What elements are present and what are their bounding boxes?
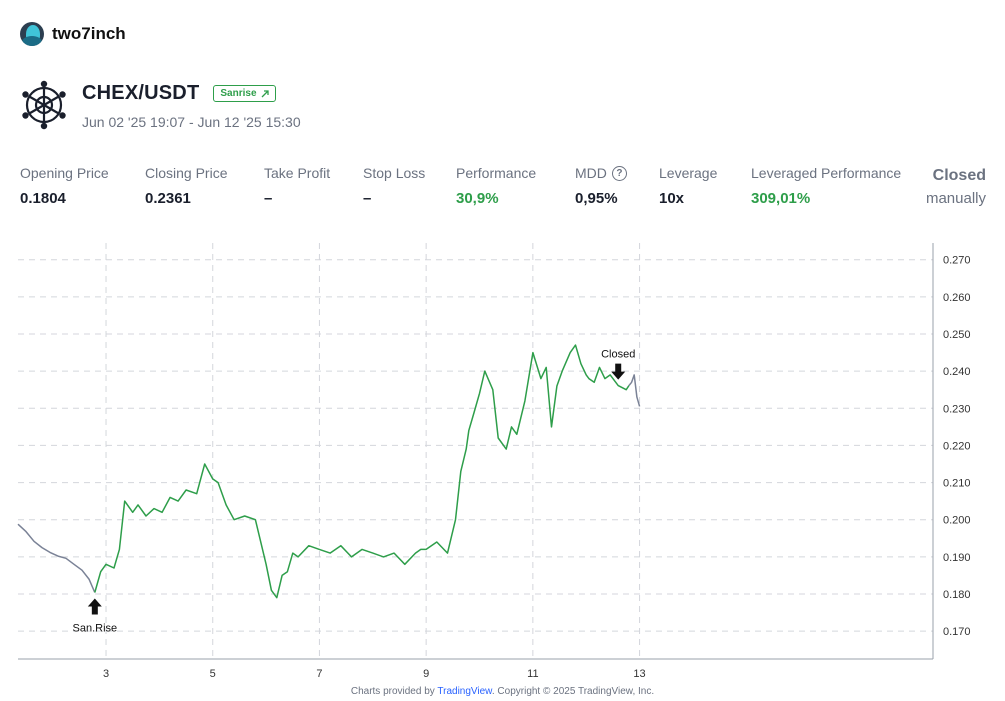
time-tick-label: 5 xyxy=(210,668,216,680)
time-axis-labels: 3 5 7 9 11 13 xyxy=(103,668,646,680)
trade-markers: San.Rise Closed xyxy=(73,349,636,635)
price-series xyxy=(17,344,641,599)
trade-status: Closed manually xyxy=(926,167,986,207)
close-marker-label: Closed xyxy=(601,349,635,361)
stat-leveraged-performance: Leveraged Performance 309,01% xyxy=(751,165,901,207)
stat-value: 0,95% xyxy=(575,190,618,207)
stat-leverage: Leverage 10x xyxy=(659,165,717,207)
stat-label: MDD xyxy=(575,165,607,181)
stat-value: 309,01% xyxy=(751,190,811,207)
stat-label: Closing Price xyxy=(145,165,228,181)
price-tick-label: 0.240 xyxy=(943,366,971,378)
status-title: Closed xyxy=(932,167,986,184)
stat-label-row: MDD ? xyxy=(575,165,627,181)
stat-value: 0.2361 xyxy=(145,190,191,207)
stat-performance: Performance 30,9% xyxy=(456,165,536,207)
brand[interactable]: two7inch xyxy=(20,22,126,46)
pair-header: CHEX/USDT Sanrise Jun 02 '25 19:07 - Jun… xyxy=(20,80,301,130)
time-tick-label: 7 xyxy=(316,668,322,680)
price-tick-label: 0.180 xyxy=(943,589,971,601)
stat-value: 10x xyxy=(659,190,685,207)
stat-label: Take Profit xyxy=(264,165,331,181)
time-tick-label: 9 xyxy=(423,668,429,680)
stat-value: 30,9% xyxy=(456,190,499,207)
price-tick-label: 0.250 xyxy=(943,329,971,341)
tradingview-link[interactable]: TradingView xyxy=(437,686,492,697)
stat-label: Leveraged Performance xyxy=(751,165,902,181)
chart-attribution: Charts provided by TradingView. Copyrigh… xyxy=(0,686,1005,697)
stat-value: – xyxy=(264,190,273,207)
price-axis-labels: 0.270 0.260 0.250 0.240 0.230 0.220 0.210 0.200… xyxy=(943,255,971,638)
stat-label: Leverage xyxy=(659,165,718,181)
price-tick-label: 0.190 xyxy=(943,552,971,564)
tag-label: Sanrise xyxy=(220,88,257,99)
stat-value: – xyxy=(363,190,372,207)
price-tick-label: 0.210 xyxy=(943,478,971,490)
series-line-after-close xyxy=(628,374,641,407)
sanrise-tag-link[interactable]: Sanrise xyxy=(213,85,276,102)
stat-stop-loss: Stop Loss – xyxy=(363,165,425,207)
series-line-before-entry xyxy=(17,523,96,593)
series-line-trade xyxy=(94,344,630,599)
entry-marker-label: San.Rise xyxy=(73,623,118,635)
stat-label: Stop Loss xyxy=(363,165,426,181)
stat-take-profit: Take Profit – xyxy=(264,165,330,207)
up-arrow-icon xyxy=(87,598,102,615)
time-tick-label: 3 xyxy=(103,668,109,680)
stat-mdd: MDD ? 0,95% xyxy=(575,165,627,207)
date-range: Jun 02 '25 19:07 - Jun 12 '25 15:30 xyxy=(82,114,301,130)
price-tick-label: 0.200 xyxy=(943,515,971,527)
status-subtitle: manually xyxy=(925,190,986,207)
attribution-prefix: Charts provided by xyxy=(350,686,438,697)
price-tick-label: 0.260 xyxy=(943,292,971,304)
time-tick-label: 13 xyxy=(633,668,645,680)
stat-closing-price: Closing Price 0.2361 xyxy=(145,165,227,207)
stat-label: Performance xyxy=(456,165,537,181)
chex-token-logo-icon xyxy=(22,80,66,130)
pair-title: CHEX/USDT xyxy=(82,82,200,104)
external-arrow-icon xyxy=(261,89,269,97)
brand-avatar-icon xyxy=(20,22,44,46)
price-tick-label: 0.220 xyxy=(943,440,971,452)
chart-grid xyxy=(18,243,933,659)
stats-row: Opening Price 0.1804 Closing Price 0.236… xyxy=(20,165,986,215)
price-tick-label: 0.270 xyxy=(943,255,971,267)
price-tick-label: 0.230 xyxy=(943,403,971,415)
attribution-suffix: . Copyright © 2025 TradingView, Inc. xyxy=(491,686,655,697)
price-tick-label: 0.170 xyxy=(943,626,971,638)
stat-label: Opening Price xyxy=(20,165,109,181)
down-arrow-icon xyxy=(611,363,626,380)
help-icon[interactable]: ? xyxy=(611,165,627,181)
brand-name: two7inch xyxy=(52,24,126,43)
price-chart[interactable]: 0.270 0.260 0.250 0.240 0.230 0.220 0.210 0.200… xyxy=(0,235,1005,685)
stat-value: 0.1804 xyxy=(20,190,66,207)
time-tick-label: 11 xyxy=(527,668,538,680)
stat-opening-price: Opening Price 0.1804 xyxy=(20,165,109,207)
